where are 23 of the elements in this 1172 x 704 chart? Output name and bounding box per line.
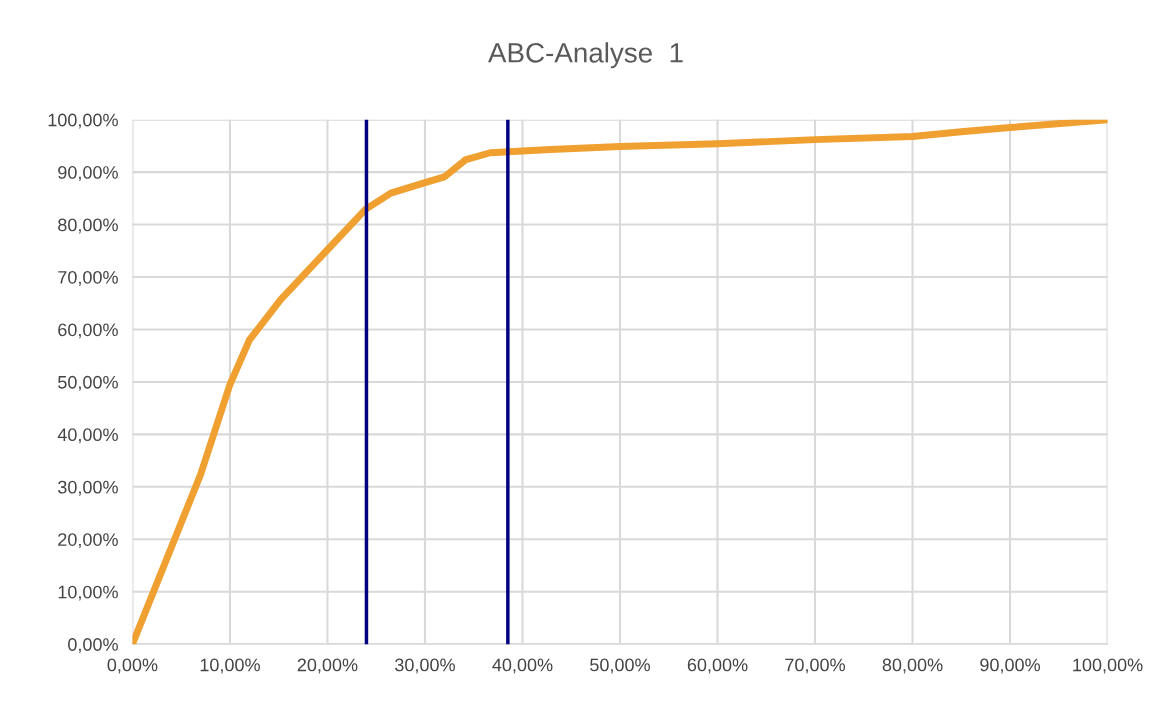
x-tick-label: 80,00% (882, 658, 943, 674)
x-tick-label: 60,00% (687, 658, 748, 674)
y-tick-label: 50,00% (58, 375, 118, 391)
y-tick-label: 90,00% (58, 166, 118, 181)
chart-title: ABC-Analyse 1 (488, 42, 683, 69)
x-tick-label: 100,00% (1073, 658, 1143, 674)
y-tick-label: 10,00% (58, 585, 118, 601)
y-tick-label: 70,00% (58, 270, 118, 286)
y-tick-label: 80,00% (58, 218, 118, 234)
y-tick-label: 100,00% (48, 113, 118, 129)
x-tick-label: 40,00% (492, 658, 553, 674)
x-tick-label: 10,00% (200, 658, 260, 674)
x-tick-label: 70,00% (785, 658, 845, 674)
y-tick-label: 60,00% (58, 323, 118, 339)
x-tick-label: 90,00% (980, 658, 1041, 674)
y-tick-label: 20,00% (58, 533, 118, 549)
x-tick-label: 30,00% (395, 658, 455, 674)
y-tick-label: 30,00% (58, 480, 118, 496)
y-tick-label: 0,00% (68, 638, 118, 654)
x-tick-label: 50,00% (590, 658, 650, 674)
x-tick-label: 20,00% (297, 658, 358, 674)
y-tick-label: 40,00% (57, 428, 118, 444)
x-tick-label: 0,00% (107, 658, 158, 674)
